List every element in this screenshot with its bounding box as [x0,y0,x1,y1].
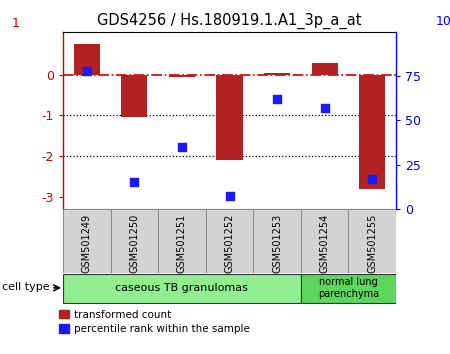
Legend: transformed count, percentile rank within the sample: transformed count, percentile rank withi… [59,310,250,334]
Text: GSM501250: GSM501250 [129,214,140,273]
Title: GDS4256 / Hs.180919.1.A1_3p_a_at: GDS4256 / Hs.180919.1.A1_3p_a_at [97,13,362,29]
Text: GSM501253: GSM501253 [272,214,282,273]
Bar [122,75,148,117]
Point [131,179,138,185]
Bar [111,209,158,273]
Text: 1: 1 [12,17,20,30]
Bar [253,209,301,273]
Bar [158,209,206,273]
Bar [311,63,338,75]
Bar [63,274,301,303]
Bar [359,75,385,189]
Text: GSM501255: GSM501255 [367,214,377,273]
Bar [348,209,396,273]
Bar [301,209,348,273]
Bar [169,75,195,76]
Bar [206,209,253,273]
Text: GSM501251: GSM501251 [177,214,187,273]
Text: 100%: 100% [436,15,450,28]
Point [178,144,185,150]
Bar [216,75,243,160]
Bar [301,274,396,303]
Point [226,194,233,199]
Point [274,96,281,102]
Point [83,68,90,74]
Bar [63,209,111,273]
Bar [74,44,100,75]
Point [321,105,328,111]
Text: GSM501252: GSM501252 [225,214,234,273]
Text: cell type: cell type [2,282,50,292]
Text: GSM501254: GSM501254 [320,214,330,273]
Text: normal lung
parenchyma: normal lung parenchyma [318,277,379,299]
Text: GSM501249: GSM501249 [82,214,92,273]
Point [369,176,376,182]
Bar [264,73,290,75]
Text: caseous TB granulomas: caseous TB granulomas [116,283,248,293]
